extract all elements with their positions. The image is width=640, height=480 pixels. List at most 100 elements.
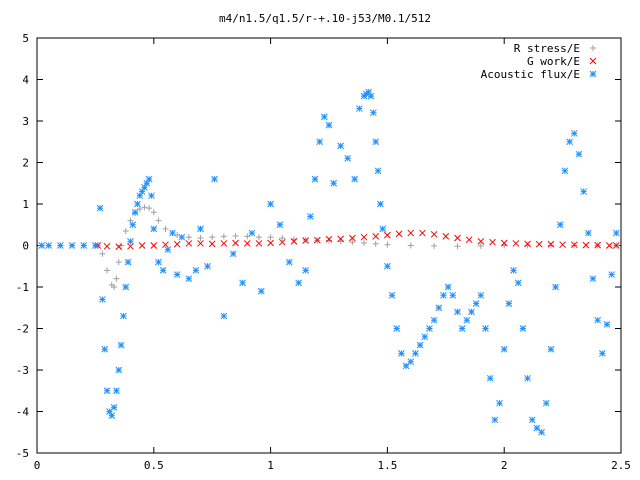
data-point (164, 246, 172, 254)
data-point (138, 188, 146, 195)
data-point (344, 154, 352, 162)
data-point (442, 233, 450, 240)
y-tick-label: -3 (16, 364, 29, 377)
data-point (440, 291, 447, 299)
data-point (117, 341, 125, 349)
data-point (173, 271, 181, 278)
data-point (244, 233, 251, 240)
data-point (528, 416, 536, 424)
data-point (454, 234, 461, 242)
data-point (38, 242, 46, 249)
data-point (80, 242, 88, 249)
data-point (435, 304, 443, 312)
data-point (162, 225, 169, 232)
x-tick-label: 0.5 (144, 459, 164, 472)
data-point (458, 325, 466, 332)
data-point (407, 358, 415, 366)
y-tick-label: -1 (16, 281, 29, 294)
data-point (419, 229, 426, 237)
data-point (118, 242, 125, 249)
data-point (320, 113, 328, 121)
plot-frame (36, 37, 622, 454)
data-point (115, 259, 122, 266)
data-point (377, 200, 384, 208)
data-point (407, 229, 415, 237)
data-point (524, 240, 531, 248)
data-point (138, 242, 146, 249)
y-tick-label: 3 (22, 115, 29, 128)
data-point (290, 237, 298, 245)
data-point (150, 242, 158, 249)
data-point (398, 350, 405, 357)
data-point (325, 121, 333, 129)
data-point (349, 234, 356, 242)
data-point (131, 208, 139, 216)
data-point (108, 412, 116, 420)
data-point (612, 229, 620, 237)
data-point (505, 300, 513, 307)
data-point (556, 221, 564, 229)
data-point (185, 240, 193, 247)
data-point (330, 179, 338, 187)
data-point (512, 240, 520, 247)
data-point (127, 237, 134, 245)
data-point (570, 241, 578, 249)
data-point (92, 242, 99, 249)
data-point (477, 237, 485, 245)
data-point (361, 240, 368, 247)
x-tick-label: 2 (501, 459, 508, 472)
data-point (594, 241, 601, 249)
data-point (580, 188, 587, 195)
data-point (146, 205, 153, 212)
data-point (463, 316, 471, 324)
data-point (209, 234, 216, 241)
data-point (584, 229, 592, 237)
data-point (255, 234, 262, 241)
data-point (426, 325, 433, 332)
data-point (372, 233, 380, 240)
data-point (192, 267, 200, 274)
data-point (148, 192, 155, 200)
data-point (500, 345, 508, 353)
data-point (267, 234, 274, 241)
y-tick-label: -4 (16, 406, 30, 419)
data-point (384, 241, 391, 248)
y-tick-label: 5 (22, 32, 29, 45)
data-point (159, 267, 167, 274)
legend-marker (589, 57, 597, 65)
legend-label: R stress/E (514, 42, 580, 55)
data-point (395, 230, 403, 238)
data-point (173, 240, 181, 248)
data-point (197, 240, 204, 247)
legend-marker (590, 45, 596, 51)
data-point (421, 333, 429, 341)
data-point (356, 105, 363, 112)
data-point (589, 275, 597, 283)
data-point (150, 209, 157, 216)
data-point (535, 240, 543, 248)
data-point (111, 284, 118, 290)
data-point (306, 213, 314, 220)
data-point (468, 308, 475, 316)
y-tick-label: 1 (22, 198, 29, 211)
data-point (248, 229, 256, 237)
data-point (571, 242, 578, 249)
data-point (482, 325, 489, 332)
data-point (169, 229, 176, 237)
data-point (367, 92, 375, 100)
data-point (267, 200, 274, 208)
data-point (278, 238, 286, 246)
data-point (416, 341, 424, 349)
data-point (360, 233, 368, 241)
data-point (491, 416, 499, 424)
data-point (612, 242, 620, 249)
data-point (120, 312, 127, 320)
data-point (605, 242, 613, 249)
data-point (477, 291, 485, 299)
data-point (372, 138, 380, 146)
data-point (229, 250, 237, 258)
data-point (279, 235, 286, 242)
data-point (384, 231, 391, 239)
